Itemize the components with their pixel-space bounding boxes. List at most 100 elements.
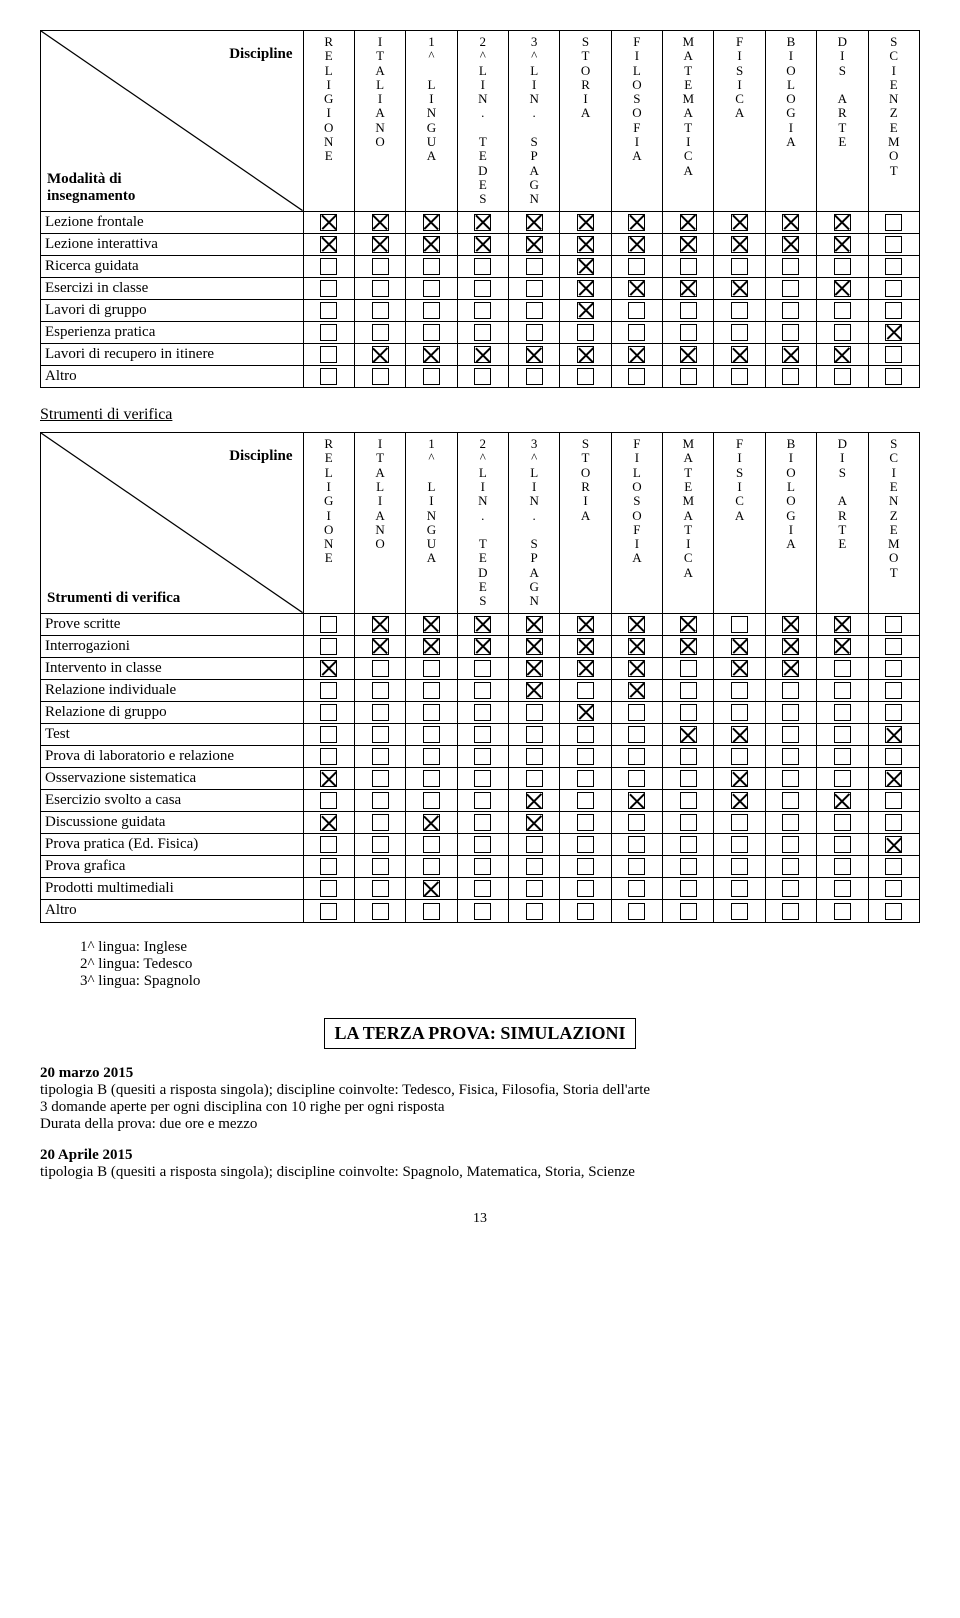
checkbox-checked: [474, 346, 491, 363]
checkbox-cell: [868, 746, 920, 768]
checkbox-cell: [611, 834, 662, 856]
checkbox-cell: [406, 701, 457, 723]
checkbox-checked: [577, 280, 594, 297]
checkbox-checked: [834, 616, 851, 633]
checkbox-checked: [731, 726, 748, 743]
checkbox-cell: [457, 255, 508, 277]
checkbox-unchecked: [885, 258, 902, 275]
checkbox-unchecked: [731, 836, 748, 853]
checkbox-cell: [765, 746, 816, 768]
checkbox-unchecked: [320, 903, 337, 920]
checkbox-cell: [303, 790, 354, 812]
checkbox-cell: [354, 635, 405, 657]
row-label: Lavori di recupero in itinere: [41, 343, 304, 365]
column-header: 3^ LIN. SPAGN: [508, 31, 559, 212]
checkbox-cell: [560, 746, 611, 768]
checkbox-cell: [354, 613, 405, 635]
diag-bottom-label: Modalità diinsegnamento: [47, 171, 135, 205]
checkbox-checked: [628, 638, 645, 655]
checkbox-checked: [577, 660, 594, 677]
checkbox-unchecked: [885, 682, 902, 699]
checkbox-cell: [611, 812, 662, 834]
checkbox-unchecked: [782, 903, 799, 920]
row-label: Ricerca guidata: [41, 255, 304, 277]
column-header: 1^ LINGUA: [406, 31, 457, 212]
checkbox-cell: [817, 746, 868, 768]
checkbox-unchecked: [834, 302, 851, 319]
checkbox-cell: [508, 679, 559, 701]
checkbox-unchecked: [320, 346, 337, 363]
checkbox-cell: [868, 701, 920, 723]
checkbox-checked: [320, 814, 337, 831]
checkbox-cell: [303, 834, 354, 856]
checkbox-cell: [508, 613, 559, 635]
checkbox-cell: [457, 679, 508, 701]
checkbox-checked: [423, 880, 440, 897]
checkbox-checked: [320, 770, 337, 787]
checkbox-cell: [508, 635, 559, 657]
checkbox-cell: [663, 723, 714, 745]
checkbox-cell: [868, 321, 920, 343]
checkbox-unchecked: [372, 704, 389, 721]
checkbox-unchecked: [782, 258, 799, 275]
checkbox-unchecked: [526, 302, 543, 319]
checkbox-cell: [354, 679, 405, 701]
checkbox-cell: [457, 613, 508, 635]
checkbox-cell: [457, 790, 508, 812]
checkbox-unchecked: [680, 368, 697, 385]
checkbox-unchecked: [526, 704, 543, 721]
row-label: Prova pratica (Ed. Fisica): [41, 834, 304, 856]
checkbox-unchecked: [628, 858, 645, 875]
checkbox-unchecked: [731, 324, 748, 341]
checkbox-cell: [765, 679, 816, 701]
checkbox-cell: [868, 255, 920, 277]
checkbox-cell: [817, 701, 868, 723]
checkbox-cell: [560, 299, 611, 321]
checkbox-cell: [714, 701, 765, 723]
checkbox-unchecked: [885, 616, 902, 633]
checkbox-unchecked: [885, 638, 902, 655]
checkbox-cell: [354, 657, 405, 679]
checkbox-checked: [423, 616, 440, 633]
checkbox-unchecked: [423, 748, 440, 765]
checkbox-cell: [406, 321, 457, 343]
checkbox-cell: [303, 613, 354, 635]
checkbox-checked: [834, 792, 851, 809]
row-label: Prova grafica: [41, 856, 304, 878]
checkbox-unchecked: [731, 258, 748, 275]
checkbox-cell: [611, 233, 662, 255]
checkbox-unchecked: [782, 814, 799, 831]
checkbox-unchecked: [372, 726, 389, 743]
checkbox-checked: [834, 346, 851, 363]
checkbox-cell: [406, 343, 457, 365]
checkbox-unchecked: [782, 726, 799, 743]
checkbox-unchecked: [320, 748, 337, 765]
checkbox-cell: [508, 812, 559, 834]
checkbox-checked: [577, 638, 594, 655]
checkbox-checked: [834, 214, 851, 231]
checkbox-unchecked: [782, 748, 799, 765]
column-header: 2^ LIN. TEDES: [457, 31, 508, 212]
checkbox-unchecked: [885, 748, 902, 765]
checkbox-cell: [868, 233, 920, 255]
checkbox-cell: [508, 321, 559, 343]
checkbox-checked: [782, 214, 799, 231]
checkbox-checked: [474, 214, 491, 231]
note-line: 1^ lingua: Inglese: [80, 939, 920, 956]
checkbox-unchecked: [372, 836, 389, 853]
checkbox-cell: [714, 343, 765, 365]
checkbox-unchecked: [474, 302, 491, 319]
checkbox-cell: [560, 211, 611, 233]
checkbox-unchecked: [423, 858, 440, 875]
checkbox-unchecked: [372, 258, 389, 275]
block2-line: tipologia B (quesiti a risposta singola)…: [40, 1164, 635, 1180]
checkbox-unchecked: [782, 302, 799, 319]
checkbox-unchecked: [834, 704, 851, 721]
checkbox-unchecked: [577, 880, 594, 897]
checkbox-unchecked: [731, 616, 748, 633]
column-header: ITALIANO: [354, 31, 405, 212]
checkbox-cell: [663, 343, 714, 365]
checkbox-unchecked: [731, 302, 748, 319]
checkbox-checked: [782, 660, 799, 677]
checkbox-cell: [303, 343, 354, 365]
